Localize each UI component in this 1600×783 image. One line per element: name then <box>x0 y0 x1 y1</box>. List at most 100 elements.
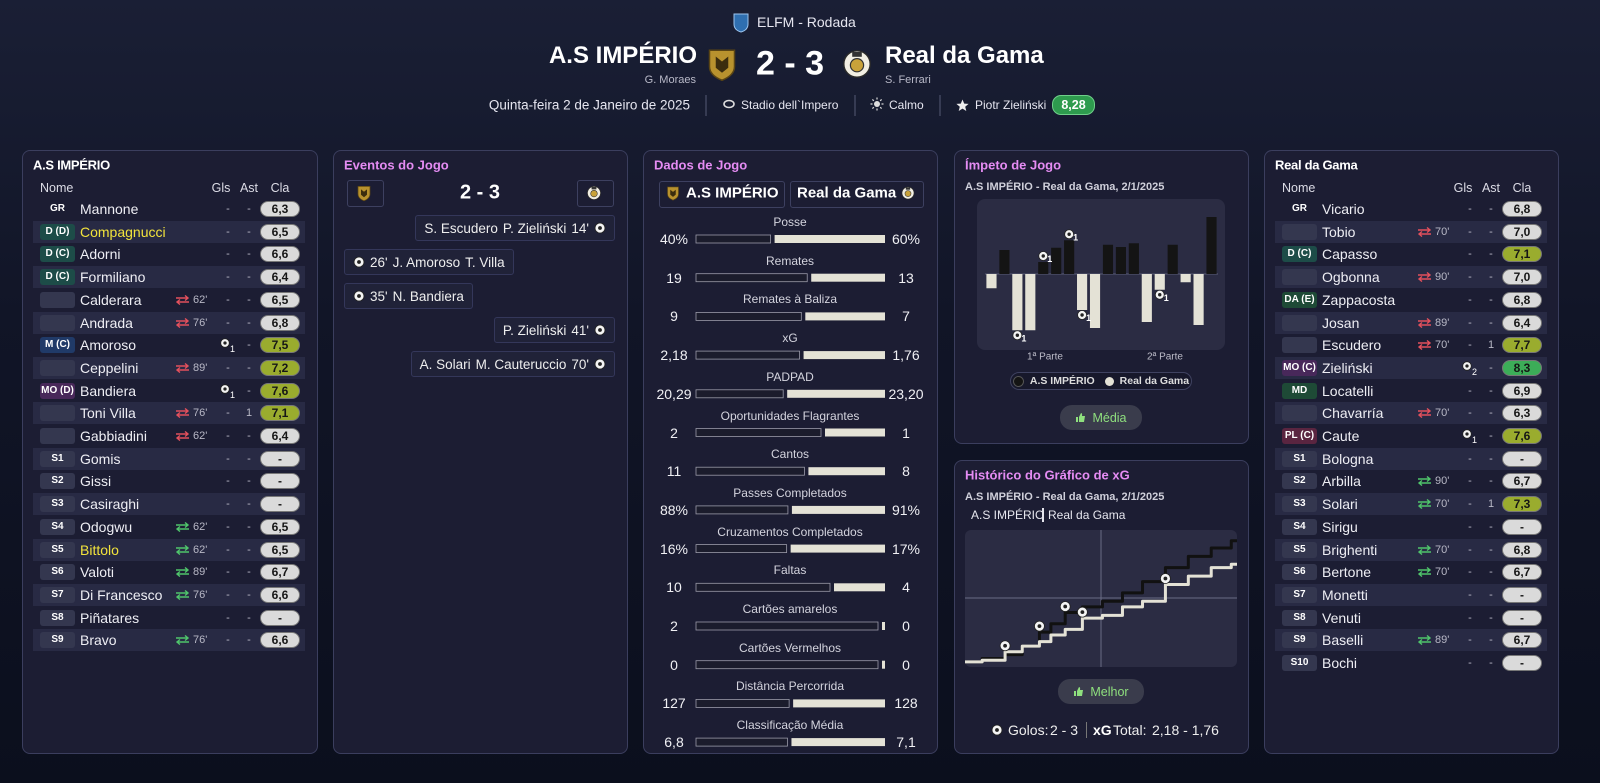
sub-icon <box>1417 226 1432 237</box>
momentum-bar <box>1089 274 1101 328</box>
event-row: A. Solari M. Cauteruccio 70' <box>410 351 615 377</box>
event-minute: 70' <box>571 356 589 372</box>
player-of-match-rating: 8,28 <box>1052 95 1095 115</box>
sub-icon <box>175 431 190 441</box>
stat-away: 60% <box>891 231 921 247</box>
assists: - <box>247 543 251 556</box>
stat-away: 8 <box>902 463 910 480</box>
row-stripe <box>1275 311 1547 334</box>
home-manager: G. Moraes <box>644 74 696 86</box>
stadium-shape <box>723 99 735 109</box>
footer-label: Total: <box>1113 722 1147 738</box>
stat-bar-away <box>787 389 885 398</box>
position-badge: S8 <box>1282 609 1317 626</box>
weather-icon <box>870 97 884 111</box>
sub-icon <box>1417 635 1432 646</box>
ball-icon <box>1160 573 1171 584</box>
player-name: Calderara <box>80 291 142 308</box>
xg-line <box>965 539 1237 664</box>
competition-shield <box>733 13 749 33</box>
sub-arrows <box>175 521 190 532</box>
stat-label: Distância Percorrida <box>735 679 845 694</box>
crest-emblem <box>670 189 676 197</box>
player-name: Capasso <box>1322 246 1378 263</box>
position-badge: S2 <box>1282 473 1317 490</box>
player-name: Vicario <box>1322 201 1365 217</box>
goal-icon <box>594 222 606 234</box>
goals: - <box>226 543 230 556</box>
thumb <box>1074 687 1084 696</box>
goals: - <box>1468 339 1472 352</box>
position-badge: S2 <box>40 473 75 490</box>
row-stripe <box>1275 538 1547 561</box>
goals: - <box>1468 384 1472 397</box>
column-header: Cla <box>270 181 290 195</box>
stat-bar-away <box>805 312 885 321</box>
crest-center <box>904 190 912 197</box>
assists: - <box>1489 452 1493 465</box>
stat-away: 128 <box>894 695 918 712</box>
sub-arrows <box>175 567 190 578</box>
sub-arrows <box>1417 317 1432 328</box>
sub-arrows <box>175 362 190 373</box>
assists: - <box>1489 271 1493 284</box>
goals: - <box>226 293 230 306</box>
goals: - <box>226 475 230 488</box>
player-name: Bittolo <box>80 541 119 558</box>
stat-bar-home <box>695 350 800 360</box>
stat-home: 127 <box>662 695 686 712</box>
ball-icon <box>1154 289 1165 300</box>
assists: - <box>1489 430 1493 442</box>
assists: - <box>247 452 251 465</box>
crest-center <box>849 57 865 73</box>
rating-pill: 6,7 <box>1502 564 1542 581</box>
score: 2 - 3 <box>755 44 825 83</box>
sun-ray <box>879 106 883 110</box>
stat-bar-away <box>790 544 885 553</box>
column-header: Cla <box>1512 181 1532 195</box>
sub-icon <box>175 567 190 578</box>
player-name: Gissi <box>80 473 112 490</box>
assists: - <box>247 271 251 284</box>
stats-panel <box>643 150 938 754</box>
event-row: 35' N. Bandiera <box>344 283 473 309</box>
filter-button[interactable]: Melhor <box>1058 679 1144 704</box>
goal-icon <box>353 290 365 302</box>
goals: - <box>1468 520 1472 533</box>
position-badge: S1 <box>1282 450 1317 467</box>
assists: 1 <box>1487 498 1495 511</box>
ball-patch <box>1041 254 1045 258</box>
player-name: Josan <box>1322 314 1360 331</box>
goals: - <box>1468 475 1472 488</box>
assists: - <box>247 611 251 624</box>
stat-home: 2 <box>670 618 678 634</box>
stat-away: 1,76 <box>892 347 920 364</box>
rating-pill: 6,8 <box>260 314 300 331</box>
momentum-bar <box>1141 274 1152 322</box>
ball-icon <box>1059 601 1071 612</box>
sub-arrows <box>175 544 190 555</box>
player-name: Sirigu <box>1322 518 1358 535</box>
sub-minute: 90' <box>1435 475 1450 488</box>
player-name: Andrada <box>80 314 133 331</box>
position-badge: S7 <box>1282 586 1317 603</box>
goals: - <box>1468 225 1472 238</box>
player-name: Formiliano <box>80 269 146 286</box>
assists: - <box>1489 384 1493 397</box>
assists: - <box>247 498 251 511</box>
rating-pill: 6,6 <box>260 246 300 263</box>
thumb-icon <box>1074 687 1084 696</box>
sub-arrows <box>175 317 190 328</box>
stat-home: 20,29 <box>656 385 692 402</box>
player-name: Caute <box>1322 428 1360 444</box>
footer-label: xG <box>1093 722 1112 738</box>
goal-icon <box>1462 361 1472 371</box>
position-badge: S7 <box>40 586 75 603</box>
sub-minute: 89' <box>193 566 208 579</box>
goals: - <box>226 634 230 647</box>
position-badge: S3 <box>1282 496 1317 513</box>
filter-button[interactable]: Média <box>1060 405 1142 430</box>
momentum-bar <box>1025 274 1036 331</box>
